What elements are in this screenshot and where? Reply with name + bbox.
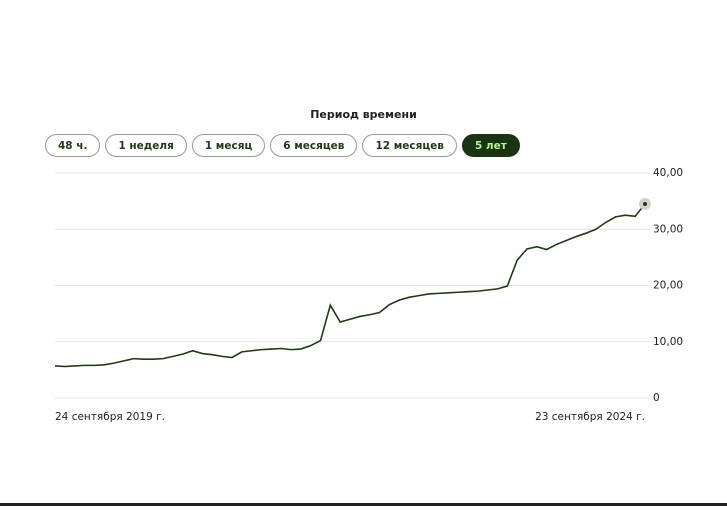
x-tick-label: 24 сентября 2019 г. bbox=[55, 411, 165, 423]
period-button[interactable]: 6 месяцев bbox=[270, 134, 358, 157]
period-button[interactable]: 1 месяц bbox=[191, 134, 266, 157]
y-tick-label: 40,00 bbox=[653, 167, 683, 179]
period-buttons: 48 ч. 1 неделя 1 месяц 6 месяцев 12 месяцев 5… bbox=[45, 134, 520, 157]
period-button[interactable]: 5 лет bbox=[461, 134, 520, 157]
x-tick-label: 23 сентября 2024 г. bbox=[535, 411, 645, 423]
y-tick-label: 0 bbox=[653, 392, 660, 404]
period-button[interactable]: 48 ч. bbox=[45, 134, 101, 157]
divider bbox=[0, 503, 727, 506]
y-tick-label: 10,00 bbox=[653, 336, 683, 348]
y-tick-label: 20,00 bbox=[653, 280, 683, 292]
period-button[interactable]: 12 месяцев bbox=[362, 134, 457, 157]
y-tick-label: 30,00 bbox=[653, 223, 683, 235]
last-point bbox=[643, 201, 647, 206]
period-button[interactable]: 1 неделя bbox=[105, 134, 187, 157]
period-label: Период времени bbox=[310, 108, 417, 121]
price-line bbox=[54, 203, 646, 368]
